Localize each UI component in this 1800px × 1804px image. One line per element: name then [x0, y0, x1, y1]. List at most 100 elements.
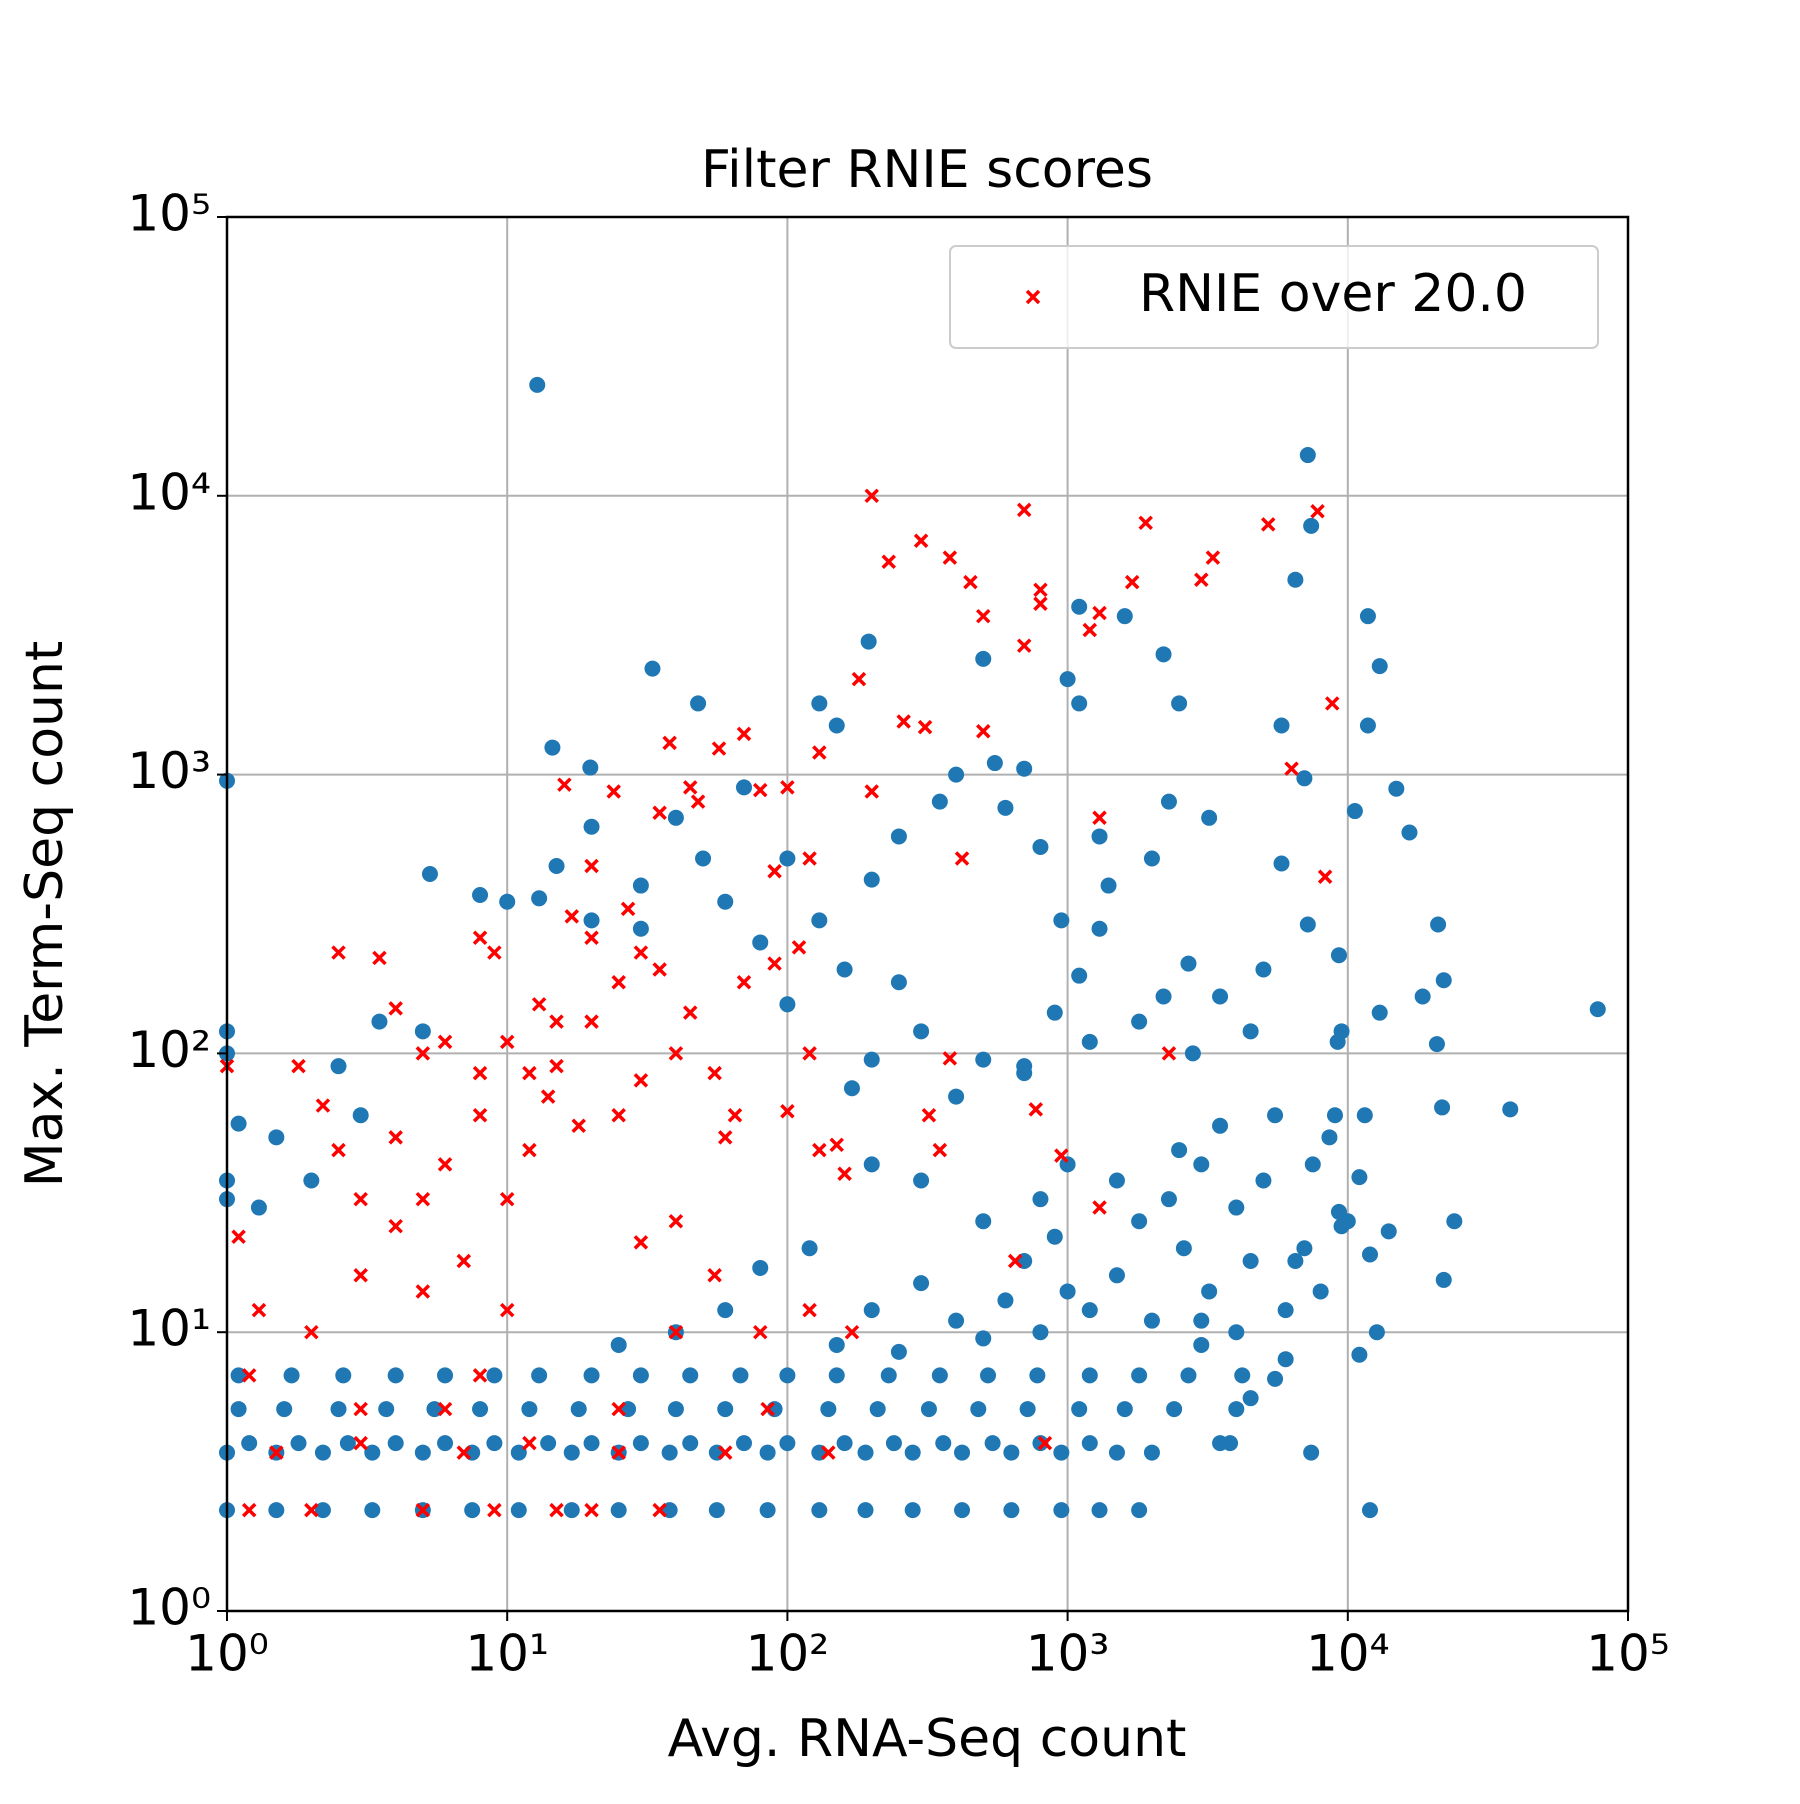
x-marker — [472, 1108, 488, 1123]
dot — [1003, 1444, 1020, 1461]
dot — [1003, 1502, 1020, 1519]
x-marker — [415, 1046, 431, 1061]
dot — [1228, 1401, 1245, 1418]
x-marker — [304, 1324, 319, 1340]
dot — [268, 1129, 285, 1146]
dot — [521, 1401, 538, 1418]
dot — [1059, 1283, 1076, 1300]
x-axis-label: Avg. RNA-Seq count — [668, 1709, 1187, 1769]
x-marker — [718, 1445, 733, 1460]
x-marker — [802, 1302, 817, 1318]
dot — [1234, 1367, 1251, 1384]
dot — [1131, 1502, 1148, 1519]
x-marker — [241, 1368, 257, 1383]
x-marker — [1317, 869, 1333, 885]
dot — [863, 1156, 880, 1173]
dot — [437, 1435, 454, 1452]
dot — [1277, 1302, 1294, 1319]
dot — [563, 1502, 580, 1519]
dot — [1155, 988, 1172, 1005]
dot — [1046, 1004, 1063, 1021]
dot — [717, 1401, 734, 1418]
dot — [717, 1302, 734, 1319]
x-marker — [1016, 502, 1032, 518]
dot — [1299, 916, 1316, 933]
dot — [1171, 1142, 1188, 1159]
x-marker — [1007, 1253, 1023, 1269]
x-marker — [584, 930, 599, 945]
dot — [948, 1088, 965, 1105]
dot — [1326, 1107, 1343, 1124]
dot — [1091, 920, 1108, 937]
x-marker — [913, 533, 929, 548]
x-marker — [1028, 1102, 1044, 1117]
x-marker — [802, 851, 817, 866]
x-marker — [611, 1108, 626, 1123]
x-marker — [633, 1235, 649, 1250]
x-marker — [472, 930, 488, 945]
x-marker — [1092, 605, 1107, 621]
x-marker — [388, 1001, 403, 1016]
x-marker — [736, 726, 752, 742]
x-marker — [353, 1191, 368, 1207]
dot — [1081, 1302, 1098, 1319]
x-marker — [1033, 582, 1048, 598]
x-marker — [241, 1502, 257, 1518]
dot — [779, 1435, 796, 1452]
dot — [811, 695, 828, 712]
dot — [1228, 1199, 1245, 1216]
dot — [1299, 447, 1316, 464]
dot — [1193, 1336, 1210, 1353]
dot — [563, 1444, 580, 1461]
x-marker — [611, 974, 626, 990]
dot — [857, 1444, 874, 1461]
x-marker — [727, 1108, 743, 1123]
dot — [1212, 1117, 1229, 1134]
dot — [860, 633, 877, 650]
x-marker — [812, 1142, 827, 1158]
x-marker — [1033, 596, 1048, 611]
dot — [1222, 1435, 1239, 1452]
x-marker — [791, 940, 807, 955]
dot — [632, 1435, 649, 1452]
dot — [913, 1275, 930, 1292]
x-marker — [531, 997, 547, 1012]
x-marker — [415, 1191, 431, 1207]
x-marker — [540, 1089, 556, 1104]
dot — [1380, 1223, 1397, 1240]
dot — [1368, 1324, 1385, 1341]
dot — [1589, 1001, 1606, 1018]
dot — [1071, 1401, 1088, 1418]
x-marker — [954, 851, 970, 866]
legend: RNIE over 20.0 — [949, 245, 1599, 349]
dot — [1361, 1502, 1378, 1519]
x-marker — [896, 714, 911, 729]
chart-title: Filter RNIE scores — [701, 140, 1153, 200]
dot — [1201, 809, 1218, 826]
dot — [997, 799, 1014, 816]
dot — [811, 912, 828, 929]
x-marker — [736, 974, 752, 990]
x-marker — [780, 1104, 795, 1119]
x-marker — [1092, 810, 1107, 826]
x-marker — [767, 864, 782, 879]
dot — [1435, 972, 1452, 989]
dot — [1255, 961, 1272, 978]
dot — [931, 1367, 948, 1384]
dot — [540, 1435, 557, 1452]
legend-box — [949, 245, 1599, 349]
x-marker — [1082, 622, 1098, 638]
dot — [1388, 780, 1405, 797]
dot — [1180, 1367, 1197, 1384]
dot — [1032, 1324, 1049, 1341]
dot — [531, 890, 548, 907]
dot — [904, 1502, 921, 1519]
y-tick-label: 10¹ — [127, 1300, 211, 1358]
dot — [1116, 608, 1133, 625]
dot — [230, 1115, 247, 1132]
dot — [801, 1240, 818, 1257]
dot — [1502, 1101, 1519, 1118]
dot — [499, 893, 516, 910]
x-tick-label: 10¹ — [465, 1625, 549, 1683]
